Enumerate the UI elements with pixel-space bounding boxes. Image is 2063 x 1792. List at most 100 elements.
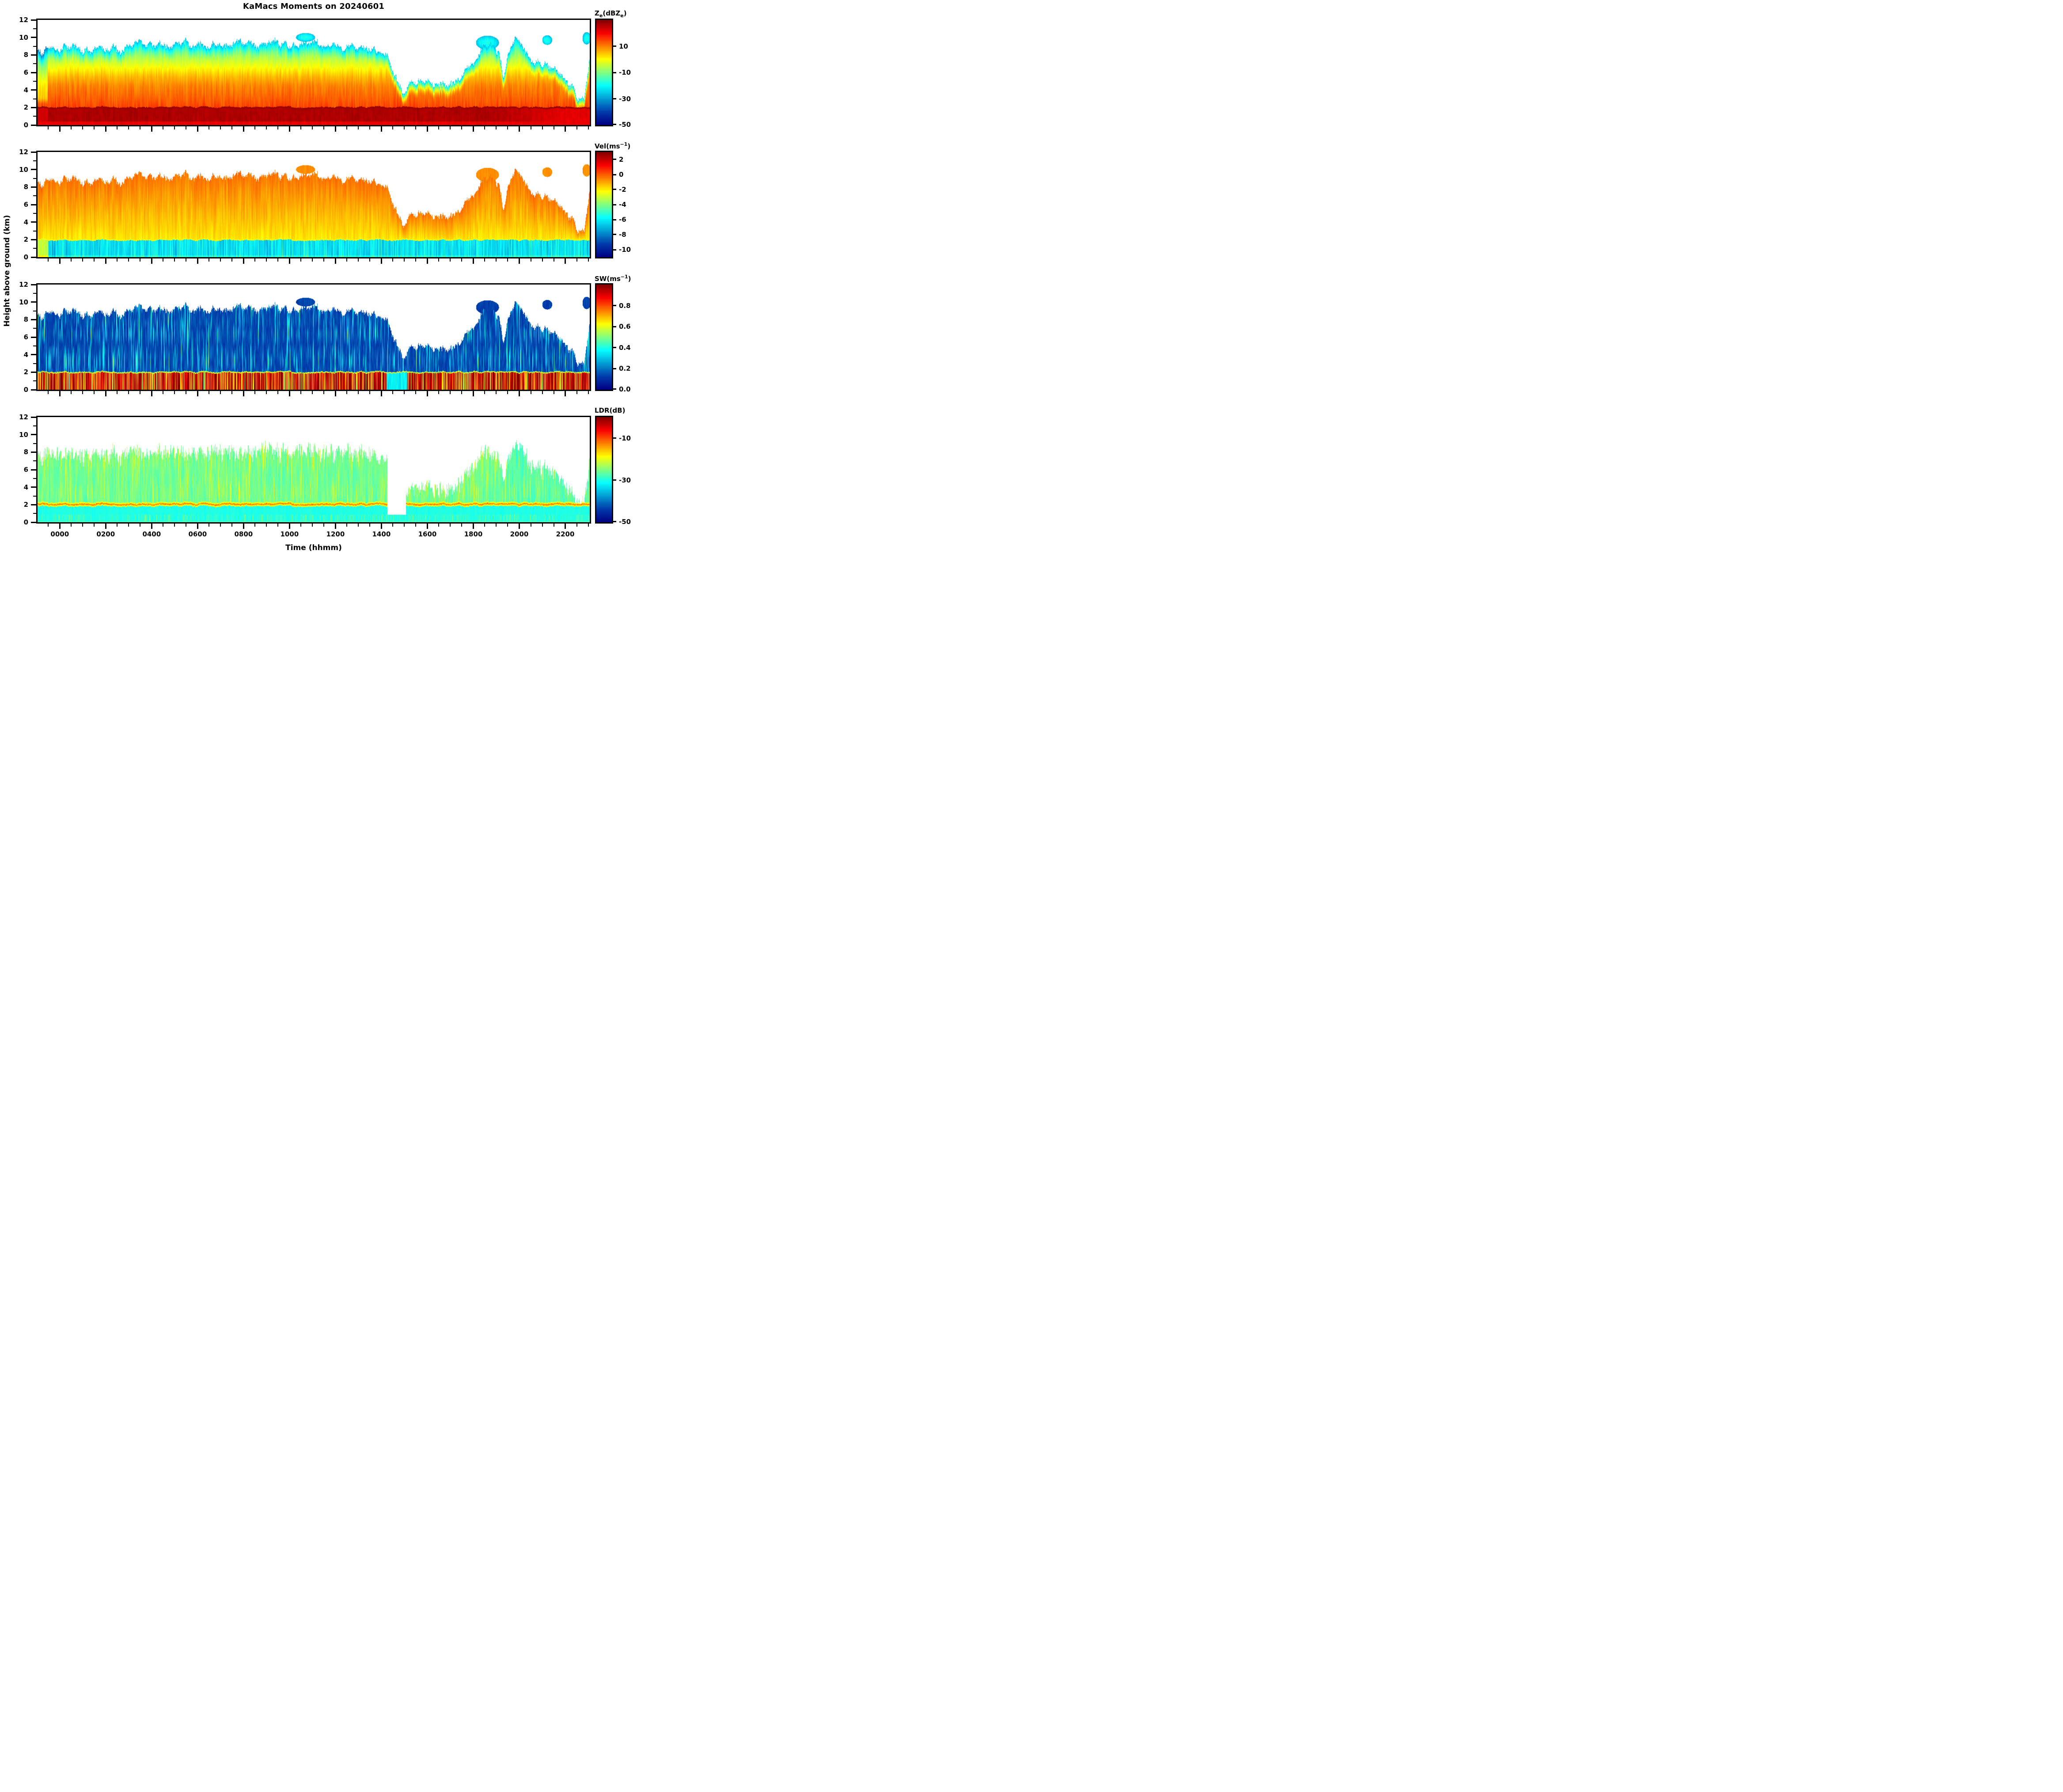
colorbar-tick-label: -10 <box>619 246 631 254</box>
colorbar-tick-label: 0 <box>619 171 624 178</box>
y-major-tick <box>31 221 36 223</box>
y-minor-tick <box>33 116 36 117</box>
x-major-tick <box>243 391 244 396</box>
y-minor-tick <box>33 495 36 497</box>
x-major-tick <box>243 126 244 132</box>
x-minor-tick <box>300 126 302 129</box>
colorbar-tick <box>613 326 616 327</box>
y-tick-label: 12 <box>19 281 28 289</box>
colorbar-tick-label: 10 <box>619 42 628 50</box>
x-tick-label: 0600 <box>188 530 207 538</box>
x-major-tick <box>288 126 290 132</box>
colorbar-tick-label: -10 <box>619 68 631 76</box>
x-minor-tick <box>254 391 256 394</box>
y-minor-tick <box>33 513 36 514</box>
y-tick-label: 8 <box>23 51 28 59</box>
vel-colorbar <box>595 151 613 258</box>
x-major-tick <box>518 524 520 529</box>
x-minor-tick <box>450 258 451 262</box>
y-major-tick <box>31 354 36 356</box>
y-major-tick <box>31 521 36 523</box>
y-major-tick <box>31 37 36 38</box>
x-minor-tick <box>438 258 440 262</box>
y-minor-tick <box>33 80 36 82</box>
x-tick-label: 2200 <box>556 530 575 538</box>
x-major-tick <box>334 258 336 264</box>
x-minor-tick <box>450 391 451 394</box>
y-tick-label: 4 <box>23 350 28 359</box>
x-minor-tick <box>277 391 279 394</box>
ldr-colorbar-label: LDR(dB) <box>595 406 625 414</box>
x-minor-tick <box>312 126 313 129</box>
x-minor-tick <box>415 524 417 527</box>
x-axis-label: Time (hhmm) <box>285 543 342 552</box>
sw-colorbar <box>595 283 613 391</box>
colorbar-label-segment: Vel(ms <box>595 142 620 150</box>
y-minor-tick <box>33 292 36 294</box>
y-minor-tick <box>33 46 36 47</box>
y-tick-label: 10 <box>19 165 28 174</box>
y-minor-tick <box>33 213 36 214</box>
y-minor-tick <box>33 328 36 329</box>
x-minor-tick <box>71 258 72 262</box>
x-tick-label: 0200 <box>96 530 115 538</box>
sw-colorbar-gradient <box>596 285 612 390</box>
x-minor-tick <box>71 126 72 129</box>
x-major-tick <box>197 126 198 132</box>
y-tick-label: 8 <box>23 315 28 324</box>
colorbar-tick <box>613 521 616 522</box>
x-minor-tick <box>542 391 543 394</box>
x-minor-tick <box>542 524 543 527</box>
x-tick-label: 1600 <box>418 530 437 538</box>
colorbar-label-segment: ) <box>628 275 631 283</box>
x-minor-tick <box>496 524 497 527</box>
colorbar-tick <box>613 204 616 205</box>
x-major-tick <box>565 524 566 529</box>
ze-colorbar-label: Ze(dBZe) <box>595 9 627 19</box>
x-minor-tick <box>404 391 405 394</box>
x-minor-tick <box>312 391 313 394</box>
colorbar-tick-label: -50 <box>619 517 631 526</box>
colorbar-tick-label: -10 <box>619 434 631 442</box>
y-major-tick <box>31 389 36 391</box>
x-major-tick <box>151 391 152 396</box>
x-minor-tick <box>174 391 175 394</box>
x-minor-tick <box>438 524 440 527</box>
colorbar-label-segment: ) <box>623 9 627 17</box>
y-tick-label: 12 <box>19 148 28 156</box>
x-minor-tick <box>117 391 118 394</box>
y-major-tick <box>31 239 36 240</box>
x-tick-label: 1800 <box>464 530 483 538</box>
x-minor-tick <box>312 258 313 262</box>
x-minor-tick <box>576 126 577 129</box>
y-major-tick <box>31 284 36 285</box>
x-minor-tick <box>231 126 233 129</box>
x-tick-label: 1000 <box>280 530 299 538</box>
y-tick-label: 6 <box>23 333 28 341</box>
x-tick-label: 0000 <box>50 530 69 538</box>
x-major-tick <box>472 258 474 264</box>
x-major-tick <box>426 391 428 396</box>
colorbar-tick <box>613 347 616 349</box>
x-major-tick <box>243 524 244 529</box>
panel-sw <box>36 283 591 391</box>
x-minor-tick <box>48 258 49 262</box>
colorbar-tick-label: 0.4 <box>619 343 631 352</box>
colorbar-label-segment: SW(ms <box>595 275 621 283</box>
y-minor-tick <box>33 195 36 197</box>
ze-heatmap-canvas <box>38 20 590 125</box>
x-minor-tick <box>48 391 49 394</box>
x-major-tick <box>518 126 520 132</box>
y-major-tick <box>31 19 36 21</box>
x-minor-tick <box>266 126 267 129</box>
sw-heatmap-canvas <box>38 285 590 390</box>
y-major-tick <box>31 106 36 108</box>
colorbar-tick <box>613 174 616 175</box>
colorbar-tick <box>613 124 616 125</box>
y-major-tick <box>31 256 36 258</box>
x-major-tick <box>426 524 428 529</box>
colorbar-tick <box>613 72 616 73</box>
colorbar-tick-label: -4 <box>619 201 626 209</box>
x-minor-tick <box>438 391 440 394</box>
x-major-tick <box>105 391 106 396</box>
